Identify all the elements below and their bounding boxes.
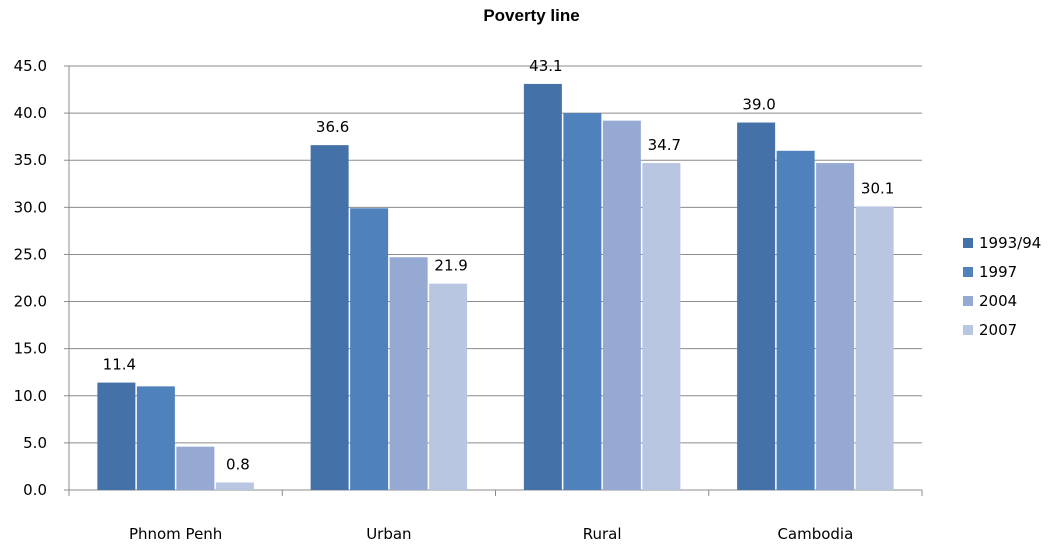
y-tick-label: 30.0 [14, 198, 47, 216]
bar [389, 257, 428, 490]
legend-swatch [963, 324, 973, 335]
y-tick-label: 20.0 [14, 293, 47, 311]
bar [816, 163, 855, 490]
bar [563, 113, 602, 490]
y-tick-label: 35.0 [14, 151, 47, 169]
data-label: 0.8 [226, 455, 250, 473]
x-category-label: Cambodia [777, 525, 853, 543]
legend-label: 1993/94 [979, 233, 1042, 252]
y-tick-label: 25.0 [14, 245, 47, 263]
bar [310, 145, 349, 490]
y-tick-label: 10.0 [14, 387, 47, 405]
x-category-label: Urban [366, 525, 411, 543]
data-label: 21.9 [434, 257, 467, 275]
chart-title: Poverty line [483, 6, 580, 25]
y-tick-label: 45.0 [14, 57, 47, 75]
legend-label: 2004 [979, 291, 1018, 310]
bar [642, 163, 681, 490]
legend-item: 2007 [963, 315, 1041, 344]
legend-item: 2004 [963, 286, 1041, 315]
y-tick-label: 5.0 [23, 434, 47, 452]
bar [429, 283, 468, 490]
y-tick-label: 0.0 [23, 481, 47, 499]
bar [855, 206, 894, 490]
bar [523, 83, 562, 490]
data-label: 11.4 [103, 356, 136, 374]
bar [737, 122, 776, 491]
bar [350, 208, 389, 490]
bar [136, 386, 175, 490]
bar [176, 446, 215, 490]
legend-label: 1997 [979, 262, 1018, 281]
legend-item: 1997 [963, 257, 1041, 286]
bar [97, 382, 136, 490]
legend-swatch [963, 237, 973, 248]
labels: 0.0 5.0 10.0 15.0 20.0 25.0 30.0 35.0 40.0 45.0 11… [14, 57, 895, 543]
y-tick-label: 15.0 [14, 340, 47, 358]
legend-item: 1993/94 [963, 228, 1041, 257]
data-label: 43.1 [529, 57, 562, 75]
y-tick-label: 40.0 [14, 104, 47, 122]
x-category-label: Rural [583, 525, 622, 543]
data-label: 39.0 [742, 96, 775, 114]
legend: 1993/94 1997 2004 2007 [963, 228, 1041, 344]
bar [215, 482, 254, 490]
bars [97, 83, 894, 491]
x-category-label: Phnom Penh [129, 525, 222, 543]
bar [602, 120, 641, 490]
data-label: 34.7 [648, 136, 681, 154]
data-label: 30.1 [861, 179, 894, 197]
legend-swatch [963, 266, 973, 277]
legend-swatch [963, 295, 973, 306]
legend-label: 2007 [979, 320, 1018, 339]
data-label: 36.6 [316, 118, 349, 136]
bar [776, 150, 815, 491]
